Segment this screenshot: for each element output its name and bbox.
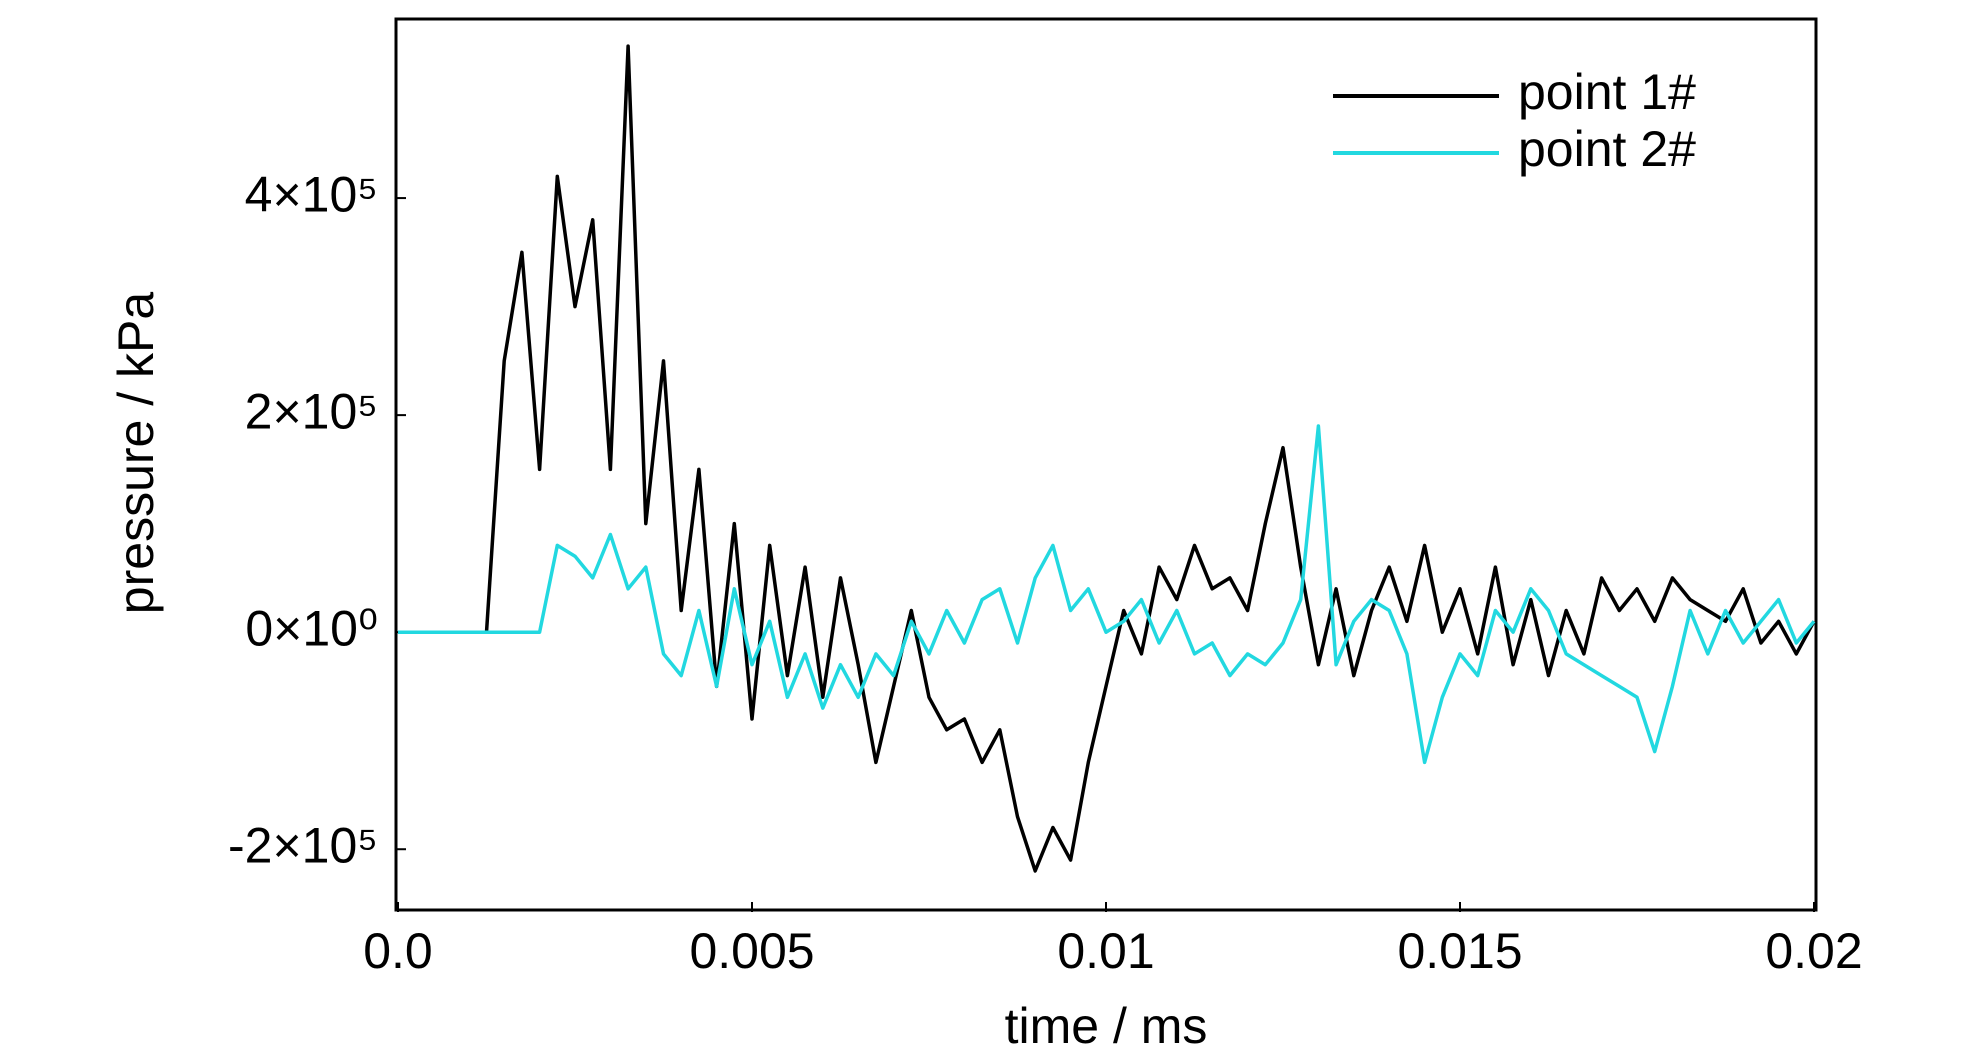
series-line — [398, 44, 1816, 873]
series-line — [398, 424, 1816, 765]
y-tick-label: 0×10⁰ — [245, 600, 378, 656]
y-tick-label: 2×10⁵ — [245, 383, 378, 439]
legend-label: point 1# — [1518, 64, 1696, 120]
x-axis-label: time / ms — [1005, 998, 1208, 1054]
x-tick-label: 0.015 — [1397, 923, 1522, 979]
x-tick-label: 0.02 — [1765, 923, 1862, 979]
y-tick-label: 4×10⁵ — [245, 166, 378, 222]
x-tick-label: 0.0 — [363, 923, 433, 979]
legend-label: point 2# — [1518, 121, 1696, 177]
y-axis-label: pressure / kPa — [108, 292, 164, 615]
x-tick-label: 0.01 — [1057, 923, 1154, 979]
y-tick-label: -2×10⁵ — [228, 817, 378, 873]
x-tick-label: 0.005 — [689, 923, 814, 979]
